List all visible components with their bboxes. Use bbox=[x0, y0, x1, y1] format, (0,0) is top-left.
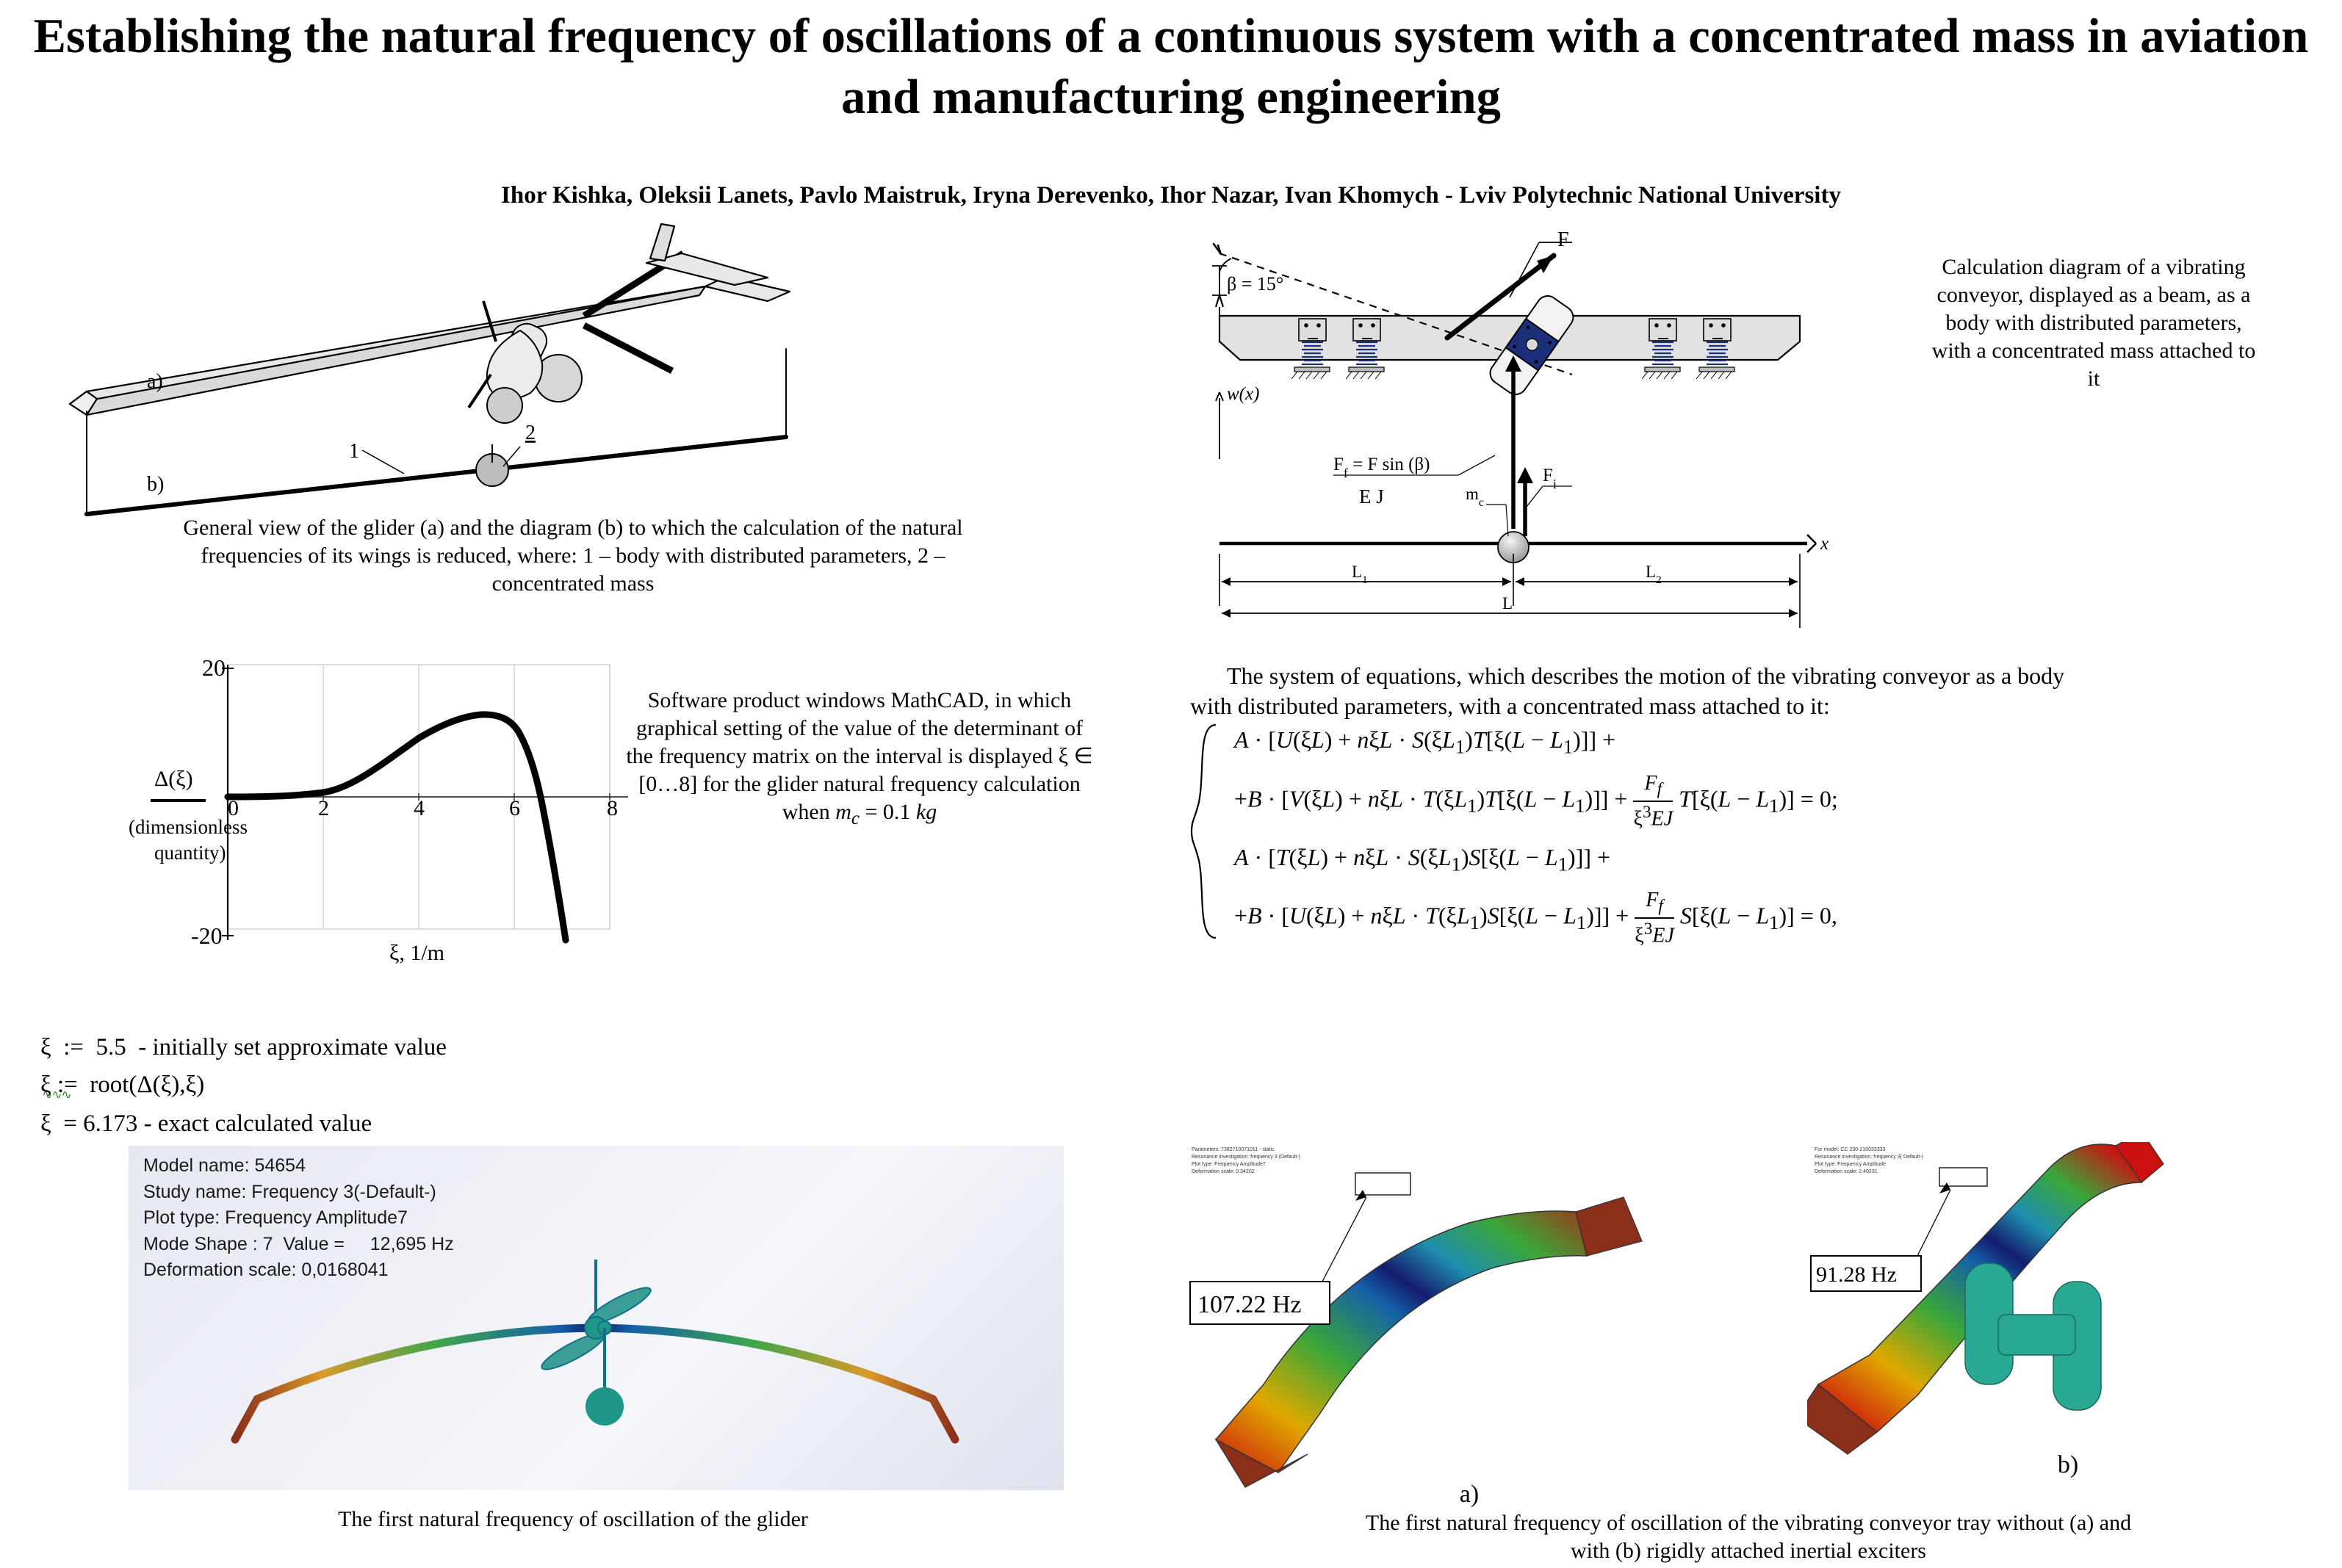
svg-text:107.22 Hz: 107.22 Hz bbox=[1197, 1291, 1302, 1318]
svg-text:E J: E J bbox=[1359, 485, 1384, 507]
svg-text:2: 2 bbox=[318, 796, 329, 820]
svg-text:F: F bbox=[1557, 228, 1569, 251]
svg-text:x: x bbox=[1820, 534, 1828, 554]
svg-text:For model: CC 230-210033333: For model: CC 230-210033333 bbox=[1815, 1147, 1886, 1152]
svg-text:Plot type: Frequency Amplitude: Plot type: Frequency Amplitude7 bbox=[1192, 1162, 1266, 1167]
svg-text:(dimensionless: (dimensionless bbox=[129, 816, 248, 838]
svg-text:w(x): w(x) bbox=[1227, 384, 1259, 404]
svg-text:quantity): quantity) bbox=[154, 842, 226, 864]
svg-text:a): a) bbox=[147, 370, 163, 393]
svg-text:a): a) bbox=[1460, 1481, 1479, 1508]
svg-text:Fi: Fi bbox=[1543, 466, 1557, 491]
svg-text:Deformation scale: 2.40231: Deformation scale: 2.40231 bbox=[1815, 1169, 1878, 1174]
svg-text:Δ(ξ): Δ(ξ) bbox=[154, 767, 193, 791]
svg-text:4: 4 bbox=[414, 796, 425, 820]
svg-text:ξ, 1/m: ξ, 1/m bbox=[389, 941, 444, 965]
svg-text:Resonance investigation: frequ: Resonance investigation: frequency 3 (De… bbox=[1192, 1155, 1300, 1160]
svg-text:L2: L2 bbox=[1646, 563, 1662, 586]
svg-text:6: 6 bbox=[509, 796, 520, 820]
svg-text:20: 20 bbox=[202, 657, 226, 681]
svg-text:Parameters: 7382710071011 - st: Parameters: 7382710071011 - static bbox=[1192, 1147, 1275, 1152]
svg-text:b): b) bbox=[147, 473, 164, 496]
svg-text:-20: -20 bbox=[191, 922, 223, 949]
svg-text:2: 2 bbox=[525, 422, 536, 444]
svg-text:b): b) bbox=[2058, 1451, 2078, 1478]
svg-text:L: L bbox=[1502, 594, 1513, 613]
svg-text:β = 15°: β = 15° bbox=[1227, 273, 1283, 295]
svg-text:Deformation scale: 0.34202: Deformation scale: 0.34202 bbox=[1192, 1169, 1255, 1174]
svg-text:L1: L1 bbox=[1352, 563, 1368, 586]
svg-text:Plot type: Frequency Amplitude: Plot type: Frequency Amplitude bbox=[1815, 1162, 1886, 1167]
svg-text:mc: mc bbox=[1466, 485, 1484, 509]
svg-text:1: 1 bbox=[349, 440, 359, 463]
svg-text:Resonance investigation: frequ: Resonance investigation: frequency 3( De… bbox=[1815, 1155, 1923, 1160]
svg-text:Ff = F sin (β): Ff = F sin (β) bbox=[1333, 455, 1430, 480]
svg-text:91.28 Hz: 91.28 Hz bbox=[1816, 1262, 1897, 1287]
